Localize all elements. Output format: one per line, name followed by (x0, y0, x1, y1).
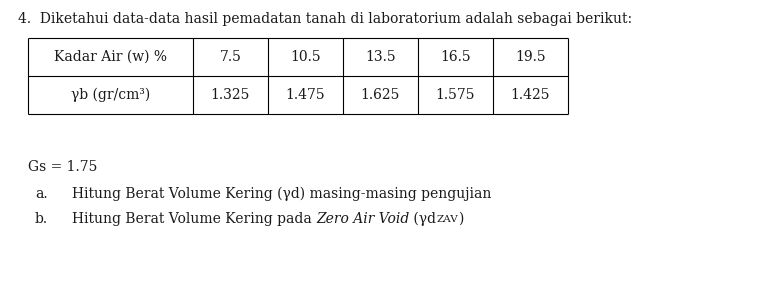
Text: 19.5: 19.5 (515, 50, 546, 64)
Text: a.: a. (35, 187, 47, 201)
Text: Gs = 1.75: Gs = 1.75 (28, 160, 98, 174)
Text: γb (gr/cm³): γb (gr/cm³) (71, 88, 150, 102)
Text: 7.5: 7.5 (220, 50, 241, 64)
Text: Hitung Berat Volume Kering (γd) masing-masing pengujian: Hitung Berat Volume Kering (γd) masing-m… (72, 187, 491, 201)
Text: 1.425: 1.425 (510, 88, 550, 102)
Text: 1.575: 1.575 (436, 88, 475, 102)
Text: 10.5: 10.5 (290, 50, 320, 64)
Text: ): ) (458, 212, 463, 226)
Text: Kadar Air (w) %: Kadar Air (w) % (54, 50, 167, 64)
Text: (γd: (γd (410, 212, 436, 226)
Text: 1.325: 1.325 (211, 88, 250, 102)
Text: Zero Air Void: Zero Air Void (316, 212, 410, 226)
Text: 1.625: 1.625 (361, 88, 400, 102)
Text: b.: b. (35, 212, 48, 226)
Text: 16.5: 16.5 (440, 50, 471, 64)
Text: 1.475: 1.475 (285, 88, 325, 102)
Text: 13.5: 13.5 (365, 50, 396, 64)
Text: Hitung Berat Volume Kering pada: Hitung Berat Volume Kering pada (72, 212, 316, 226)
Text: ZAV: ZAV (436, 215, 458, 224)
Text: 4.  Diketahui data-data hasil pemadatan tanah di laboratorium adalah sebagai ber: 4. Diketahui data-data hasil pemadatan t… (18, 12, 632, 26)
